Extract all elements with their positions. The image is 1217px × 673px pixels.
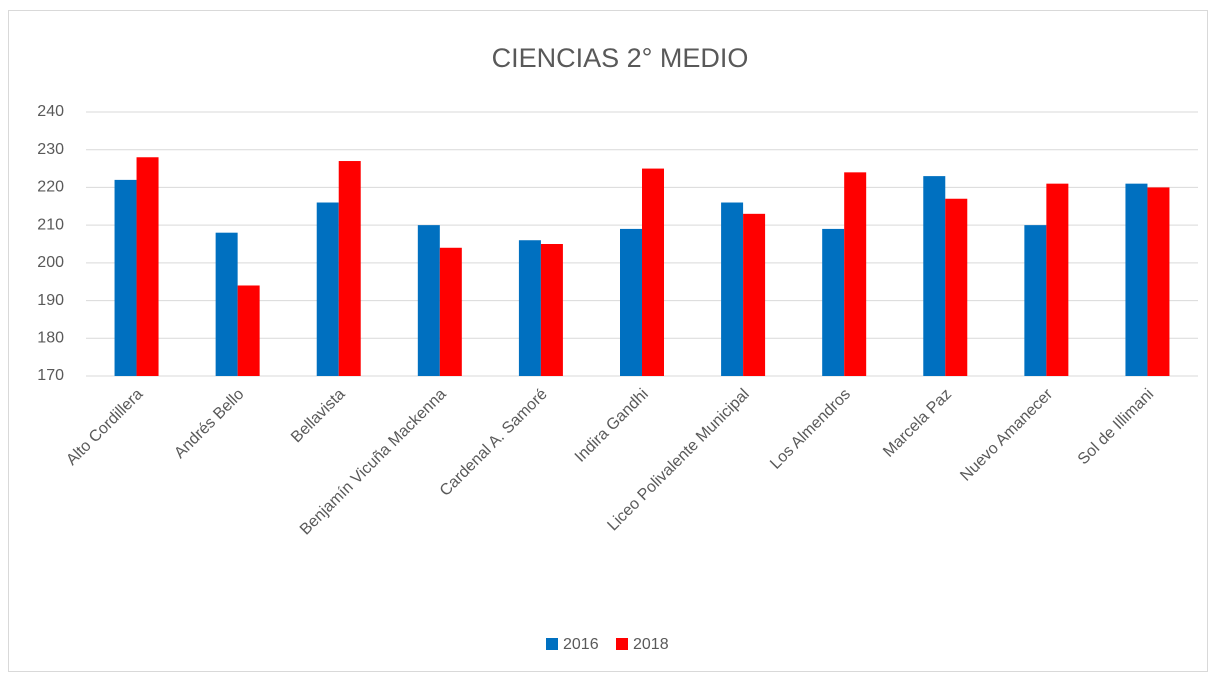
bar (1125, 183, 1148, 376)
y-tick-label: 190 (37, 292, 64, 309)
bar (721, 202, 744, 376)
chart-border (8, 10, 1208, 672)
y-tick-label: 170 (37, 367, 64, 384)
legend-label: 2016 (563, 636, 599, 653)
bar (439, 247, 462, 376)
bar (743, 213, 766, 376)
bar (923, 176, 946, 376)
bar (114, 179, 137, 376)
bar (136, 157, 159, 376)
legend-label: 2018 (633, 636, 669, 653)
y-tick-label: 230 (37, 141, 64, 158)
legend-swatch (616, 638, 628, 650)
bar (540, 244, 563, 376)
y-tick-label: 240 (37, 103, 64, 120)
legend-swatch (546, 638, 558, 650)
bar (642, 168, 664, 376)
y-tick-label: 210 (37, 216, 64, 233)
bar (316, 202, 339, 376)
bar (237, 285, 260, 376)
bar (518, 240, 541, 376)
bar (945, 198, 968, 376)
bar (417, 225, 440, 376)
chart-title: CIENCIAS 2° MEDIO (492, 43, 749, 73)
bar (822, 228, 845, 376)
y-tick-label: 220 (37, 179, 64, 196)
bar (338, 161, 361, 376)
bar (1046, 183, 1069, 376)
y-tick-label: 180 (37, 330, 64, 347)
y-tick-label: 200 (37, 254, 64, 271)
bar (1147, 187, 1170, 376)
bar (215, 232, 238, 376)
bar (1024, 225, 1047, 376)
bar (844, 172, 867, 376)
bar (620, 228, 642, 376)
